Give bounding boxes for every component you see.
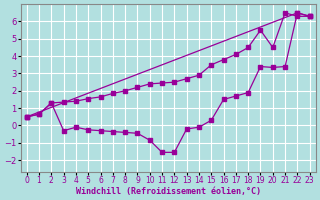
X-axis label: Windchill (Refroidissement éolien,°C): Windchill (Refroidissement éolien,°C): [76, 187, 261, 196]
